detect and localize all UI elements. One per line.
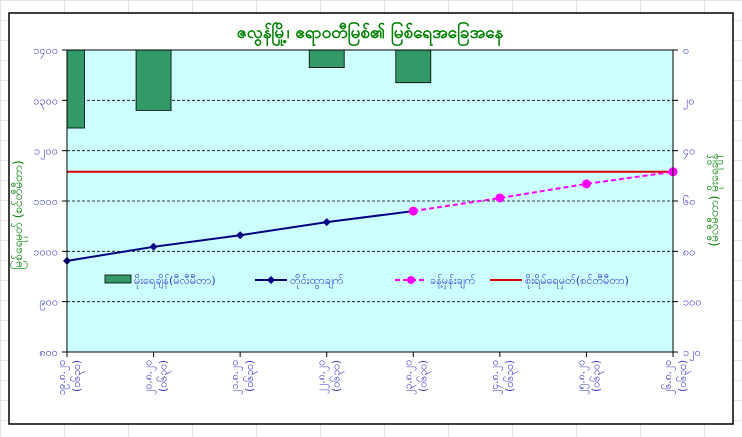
y-tick-label: ၁၂၀၀ — [34, 145, 58, 160]
y2-tick-label: ၆၀ — [683, 195, 695, 208]
forecast-point — [581, 179, 591, 189]
rain-bar — [67, 50, 85, 129]
x-tick-label: ၂၆.၈.၂၀ — [661, 360, 676, 395]
y2-tick-label: ၈၀ — [683, 245, 695, 258]
chart-title: ဇလွန်မြို့၊ ဧရာဝတီမြစ်၏ မြစ်ရေအခြေအနေ — [237, 20, 504, 47]
forecast-point — [495, 193, 505, 203]
y-tick-label: ၈၀၀ — [39, 346, 58, 359]
x-tick-sublabel: (၀၆၃၀) — [243, 360, 258, 392]
forecast-point — [408, 206, 418, 216]
y-tick-label: ၉၀၀ — [39, 296, 58, 311]
legend-label: စိုးရိမ်ရေမှတ်(စင်တီမီတာ) — [525, 274, 629, 289]
x-tick-label: ၂၄.၈.၂၀ — [489, 360, 503, 395]
legend-label: တိုင်းထွာချက် — [290, 274, 344, 289]
observed-point — [322, 218, 331, 227]
y-axis-title: မြစ်ရေမှတ် (စင်တီမီတာ) — [9, 160, 28, 269]
observed-point — [236, 231, 245, 240]
y2-tick-label: ၁၂၀ — [683, 346, 701, 361]
plot-border — [66, 49, 674, 353]
legend-label: ခန့်မှန်းချက် — [430, 274, 476, 289]
rain-bar — [308, 50, 345, 69]
x-tick-label: ၂၀.၈.၂၀ — [143, 360, 157, 395]
x-tick-label: ၂၂.၈.၂၀ — [316, 360, 330, 394]
forecast-line — [413, 170, 674, 213]
legend-swatch-rain — [104, 274, 132, 284]
y-tick-label: ၁၄၀၀ — [33, 44, 58, 59]
x-tick-label: ၂၁.၈.၂၀ — [229, 360, 243, 395]
observed-point — [149, 242, 158, 251]
y2-tick-label: ၂၀ — [683, 94, 695, 109]
x-tick-label: ၂၅.၈.၂၀ — [575, 360, 589, 395]
y2-tick-label: ၁၀၀ — [683, 296, 702, 309]
y-tick-label: ၁၃၀၀ — [33, 94, 58, 109]
y2-tick-label: ၀ — [683, 44, 689, 57]
y2-axis-title: (မီလီမီတာ) မိုးရေချိန် — [706, 154, 724, 247]
legend-marker — [407, 276, 415, 284]
x-tick-sublabel: (၀၆၃၀) — [416, 360, 431, 392]
x-tick-sublabel: (၀၆၃၀) — [330, 360, 345, 392]
y-tick-label: ၁၀၀၀ — [33, 245, 58, 258]
x-tick-sublabel: (၀၆၃၀) — [70, 360, 85, 392]
x-tick-sublabel: (၀၆၃၀) — [503, 360, 518, 392]
y2-tick-label: ၄၀ — [683, 145, 695, 160]
x-tick-label: ၂၃.၈.၂၀ — [402, 360, 416, 395]
x-tick-sublabel: (၀၆၃၀) — [157, 360, 172, 392]
legend-marker — [267, 276, 275, 284]
x-tick-label: ၁၉.၈.၂၀ — [56, 360, 70, 396]
x-tick-sublabel: (၀၆၃၀) — [676, 360, 691, 392]
x-tick-sublabel: (၀၆၃၀) — [589, 360, 604, 392]
rain-bar — [135, 50, 172, 111]
rain-bar — [395, 50, 432, 84]
legend-label: မိုးရေချိန်(မီလီမီတာ) — [134, 274, 216, 289]
y-tick-label: ၁၁၀၀ — [33, 195, 58, 208]
